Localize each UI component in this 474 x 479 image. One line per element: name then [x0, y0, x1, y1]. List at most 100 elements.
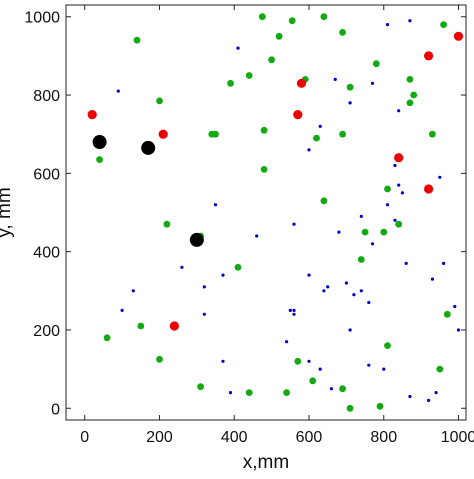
data-point — [382, 367, 386, 371]
data-point — [438, 175, 442, 179]
y-tick-label: 1000 — [24, 10, 60, 27]
data-point — [333, 77, 337, 81]
data-point — [456, 328, 461, 332]
data-point — [197, 383, 205, 391]
data-point — [395, 220, 403, 228]
data-point — [307, 148, 311, 152]
data-point — [404, 261, 408, 265]
data-point — [292, 312, 296, 316]
data-point — [339, 29, 346, 36]
data-point — [400, 191, 404, 195]
data-point — [424, 51, 434, 61]
data-point — [410, 91, 418, 99]
data-point — [408, 19, 412, 23]
data-point — [372, 60, 380, 68]
data-point — [133, 36, 141, 44]
data-point — [318, 124, 322, 128]
data-point — [294, 357, 302, 365]
data-point — [408, 394, 412, 399]
data-point — [429, 130, 436, 138]
data-point — [453, 31, 464, 41]
data-point — [227, 79, 234, 87]
data-point — [228, 391, 233, 395]
data-point — [397, 109, 401, 113]
y-tick-label: 0 — [51, 401, 60, 418]
data-point — [307, 359, 311, 363]
data-point — [320, 197, 328, 205]
data-point — [137, 322, 145, 330]
data-point — [427, 398, 431, 402]
data-point — [158, 129, 168, 139]
data-point — [385, 23, 390, 27]
data-point — [245, 389, 253, 396]
y-tick-label: 800 — [33, 88, 60, 105]
data-point — [283, 389, 290, 396]
data-point — [397, 183, 401, 187]
data-point — [453, 304, 457, 309]
data-points — [87, 13, 464, 412]
data-point — [359, 289, 363, 293]
x-tick-label: 0 — [80, 429, 89, 446]
data-point — [346, 83, 354, 91]
data-point — [393, 218, 397, 222]
data-point — [430, 277, 434, 281]
axes: 0 200 400 600 800 1000 0 200 400 600 800 1000 — [24, 4, 474, 446]
data-point — [442, 261, 446, 265]
data-point — [169, 321, 179, 331]
x-axis-label: x,mm — [243, 452, 289, 473]
data-point — [293, 110, 303, 120]
data-point — [131, 289, 135, 293]
y-tick-label: 200 — [33, 323, 60, 340]
data-point — [424, 184, 434, 194]
data-point — [376, 402, 384, 410]
data-point — [189, 232, 204, 247]
data-point — [320, 13, 328, 21]
data-point — [87, 110, 97, 120]
y-tick-label: 400 — [33, 245, 60, 262]
data-point — [92, 135, 107, 149]
data-point — [385, 203, 390, 207]
y-axis-label: y, mm — [0, 187, 15, 237]
data-point — [384, 185, 391, 193]
data-point — [285, 340, 289, 344]
data-point — [292, 222, 296, 226]
data-point — [309, 377, 317, 385]
data-point — [370, 242, 375, 246]
data-point — [337, 230, 341, 234]
data-point — [212, 130, 219, 138]
data-point — [352, 293, 356, 297]
data-point — [255, 234, 259, 238]
data-point — [443, 310, 451, 318]
data-point — [329, 387, 333, 391]
data-point — [258, 13, 266, 21]
data-point — [322, 289, 326, 293]
data-point — [344, 281, 348, 285]
x-tick-label: 400 — [221, 429, 248, 446]
data-point — [103, 334, 111, 342]
data-point — [292, 308, 296, 312]
data-point — [307, 273, 311, 277]
x-tick-label: 800 — [370, 429, 397, 446]
data-point — [394, 153, 404, 163]
data-point — [436, 365, 444, 373]
data-point — [202, 285, 206, 289]
data-point — [120, 308, 124, 312]
data-point — [180, 265, 184, 269]
data-point — [156, 355, 163, 363]
data-point — [296, 78, 307, 88]
data-point — [361, 228, 369, 236]
data-point — [359, 214, 363, 218]
data-point — [393, 163, 397, 168]
y-tick-label: 600 — [33, 166, 60, 183]
data-point — [141, 140, 156, 155]
data-point — [260, 126, 268, 134]
data-point — [440, 21, 447, 28]
x-tick-label: 1000 — [441, 429, 474, 446]
data-point — [288, 308, 292, 312]
data-point — [313, 134, 320, 142]
data-point — [367, 300, 371, 305]
data-point — [357, 256, 365, 263]
data-point — [221, 273, 225, 277]
